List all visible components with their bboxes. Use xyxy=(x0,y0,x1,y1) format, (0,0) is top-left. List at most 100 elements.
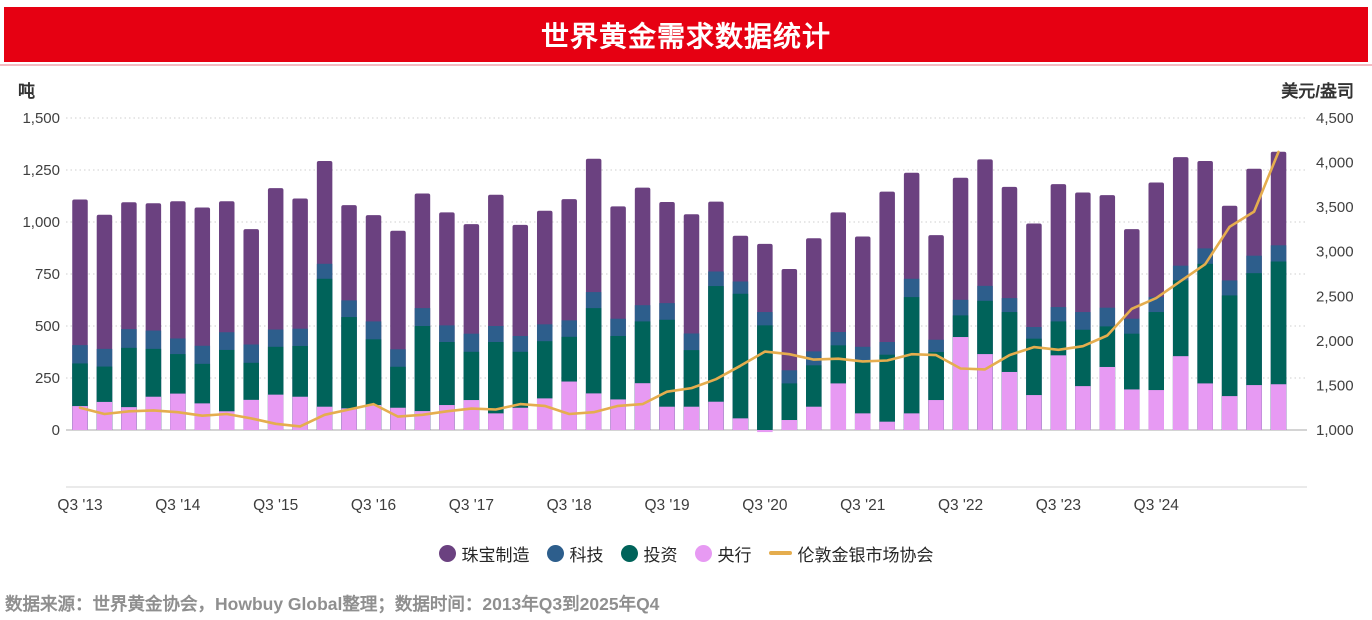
bar-segment-投资 xyxy=(757,325,773,430)
x-tick-label: Q3 '24 xyxy=(1134,497,1180,514)
x-tick-label: Q3 '21 xyxy=(840,497,885,514)
bar-segment-央行 xyxy=(561,381,577,430)
left-tick-label: 0 xyxy=(52,422,60,439)
bar-segment-投资 xyxy=(781,383,798,430)
bar-segment-央行 xyxy=(1270,384,1287,430)
legend-label: 科技 xyxy=(569,545,604,565)
bar-segment-投资 xyxy=(341,317,357,430)
bar-segment-央行 xyxy=(390,407,406,430)
legend-label: 珠宝制造 xyxy=(461,545,530,565)
bar-segment-央行 xyxy=(610,399,626,430)
bar-segment-央行 xyxy=(365,405,382,430)
bar-segment-央行 xyxy=(659,406,675,430)
bar-segment-央行 xyxy=(96,401,113,430)
bar-segment-投资 xyxy=(219,349,235,430)
bar-segment-央行 xyxy=(977,354,993,430)
left-tick-label: 250 xyxy=(35,370,60,387)
x-tick-label: Q3 '15 xyxy=(253,497,298,514)
legend-label: 投资 xyxy=(643,545,678,565)
right-tick-label: 4,500 xyxy=(1316,110,1354,127)
bar-segment-央行 xyxy=(781,420,798,430)
legend-item-央行[interactable]: 央行 xyxy=(694,541,752,566)
bar-segment-央行 xyxy=(512,407,529,430)
right-tick-label: 3,000 xyxy=(1316,244,1354,261)
bar-segment-央行 xyxy=(1026,395,1042,430)
x-tick-label: Q3 '23 xyxy=(1036,497,1081,514)
legend-label: 央行 xyxy=(717,545,752,565)
bar-segment-央行 xyxy=(145,396,162,430)
bar-segment-投资 xyxy=(316,278,333,430)
x-tick-label: Q3 '19 xyxy=(644,497,689,514)
bar-segment-央行 xyxy=(1075,386,1091,430)
right-tick-label: 4,000 xyxy=(1316,155,1354,172)
bar-segment-央行 xyxy=(854,413,871,430)
bar-segment-央行 xyxy=(1221,396,1238,430)
left-axis-unit: 吨 xyxy=(18,81,35,101)
bar-segment-央行 xyxy=(1197,383,1213,430)
page-title: 世界黄金需求数据统计 xyxy=(540,20,831,52)
bar-segment-央行 xyxy=(243,399,259,430)
right-tick-label: 2,000 xyxy=(1316,333,1354,350)
bar-segment-央行 xyxy=(267,394,284,430)
bar-segment-央行 xyxy=(341,408,357,430)
bar-segment-央行 xyxy=(757,430,773,433)
bar-segment-央行 xyxy=(292,396,308,430)
legend-item-投资[interactable]: 投资 xyxy=(620,541,678,566)
bar-segment-央行 xyxy=(1148,390,1164,430)
x-tick-label: Q3 '20 xyxy=(742,497,788,514)
legend-dot-swatch-icon xyxy=(620,544,638,562)
x-tick-label: Q3 '17 xyxy=(449,497,494,514)
bar-segment-投资 xyxy=(732,293,749,430)
legend-line-swatch-icon xyxy=(768,551,792,555)
legend-item-科技[interactable]: 科技 xyxy=(546,541,604,566)
legend-label: 伦敦金银市场协会 xyxy=(797,545,934,565)
left-tick-label: 500 xyxy=(35,318,60,335)
bar-segment-投资 xyxy=(879,354,895,430)
bar-segment-央行 xyxy=(830,383,847,430)
bar-segment-央行 xyxy=(683,406,700,430)
title-banner: 世界黄金需求数据统计 xyxy=(4,7,1368,62)
bar-segment-央行 xyxy=(952,337,969,430)
legend-item-珠宝制造[interactable]: 珠宝制造 xyxy=(438,541,530,566)
x-tick-label: Q3 '13 xyxy=(57,497,102,514)
legend-dot-swatch-icon xyxy=(546,544,564,562)
bar-segment-央行 xyxy=(1001,371,1018,430)
legend-dot-swatch-icon xyxy=(438,544,456,562)
chart-legend: 珠宝制造 科技 投资 央行 伦敦金银市场协会 xyxy=(0,540,1372,566)
bar-segment-央行 xyxy=(634,383,651,430)
x-tick-label: Q3 '22 xyxy=(938,497,983,514)
bar-segment-投资 xyxy=(903,297,920,430)
bar-segment-央行 xyxy=(439,405,455,430)
x-tick-label: Q3 '16 xyxy=(351,497,396,514)
left-tick-label: 1,250 xyxy=(22,162,60,179)
bar-segment-投资 xyxy=(414,326,431,430)
bar-segment-央行 xyxy=(708,401,724,430)
bar-segment-央行 xyxy=(1050,355,1067,430)
bar-segment-央行 xyxy=(488,413,504,430)
legend-dot-swatch-icon xyxy=(694,544,712,562)
lbma-price-line xyxy=(78,150,1280,428)
bar-segment-央行 xyxy=(928,400,944,430)
bar-segment-投资 xyxy=(854,360,871,430)
x-tick-label: Q3 '14 xyxy=(155,497,201,514)
bar-segment-央行 xyxy=(72,406,88,430)
bar-segment-央行 xyxy=(316,406,333,430)
right-tick-label: 1,000 xyxy=(1316,422,1354,439)
banner-underline xyxy=(0,64,1372,66)
bar-segment-央行 xyxy=(1099,366,1116,430)
bar-segment-央行 xyxy=(1124,389,1140,430)
legend-item-伦敦金银市场协会[interactable]: 伦敦金银市场协会 xyxy=(768,541,934,566)
bar-segment-央行 xyxy=(463,400,480,430)
bar-segment-央行 xyxy=(1172,356,1189,430)
left-tick-label: 1,500 xyxy=(22,110,60,127)
bar-segment-央行 xyxy=(806,406,822,430)
bar-segment-央行 xyxy=(536,398,553,430)
bar-segment-央行 xyxy=(1246,385,1262,430)
source-note: 数据来源：世界黄金协会，Howbuy Global整理；数据时间：2013年Q3… xyxy=(5,594,660,614)
right-tick-label: 1,500 xyxy=(1316,377,1354,394)
bar-segment-央行 xyxy=(903,413,920,430)
bar-segment-投资 xyxy=(708,286,724,430)
left-tick-label: 1,000 xyxy=(22,214,60,231)
bar-segment-央行 xyxy=(732,418,749,430)
